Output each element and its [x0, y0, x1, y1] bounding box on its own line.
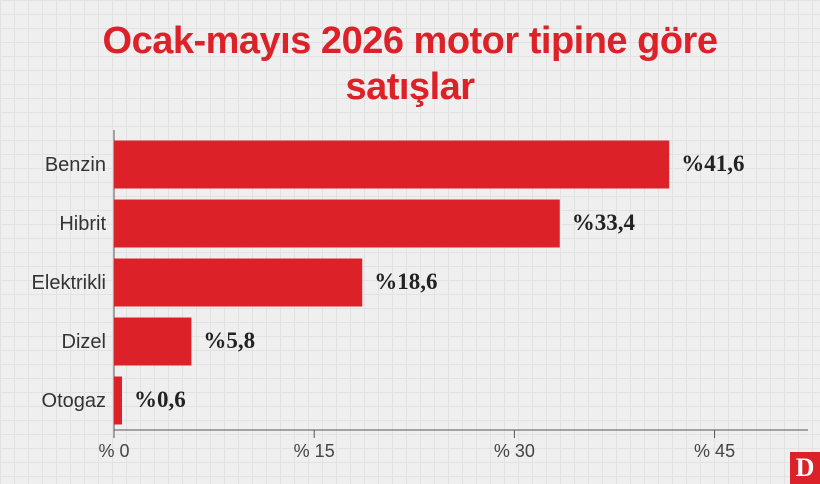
bar [114, 140, 670, 189]
bar [114, 199, 560, 248]
y-tick-label: Benzin [45, 154, 106, 176]
brand-logo: D [790, 452, 820, 484]
value-label: %0,6 [134, 387, 186, 412]
x-tick-label: % 15 [294, 441, 335, 461]
value-label: %18,6 [374, 269, 437, 294]
value-label: %41,6 [681, 151, 744, 176]
value-label: %5,8 [203, 328, 255, 353]
x-tick-label: % 30 [494, 441, 535, 461]
y-tick-label: Elektrikli [32, 272, 106, 294]
x-tick-label: % 0 [98, 441, 129, 461]
bar [114, 258, 363, 307]
bar [114, 317, 192, 366]
y-tick-label: Dizel [62, 331, 106, 353]
y-tick-label: Hibrit [59, 213, 106, 235]
x-tick-label: % 45 [694, 441, 735, 461]
value-label: %33,4 [572, 210, 636, 235]
bar [114, 376, 123, 425]
y-tick-label: Otogaz [42, 390, 106, 412]
chart-title: Ocak-mayıs 2026 motor tipine göre satışl… [102, 20, 718, 108]
